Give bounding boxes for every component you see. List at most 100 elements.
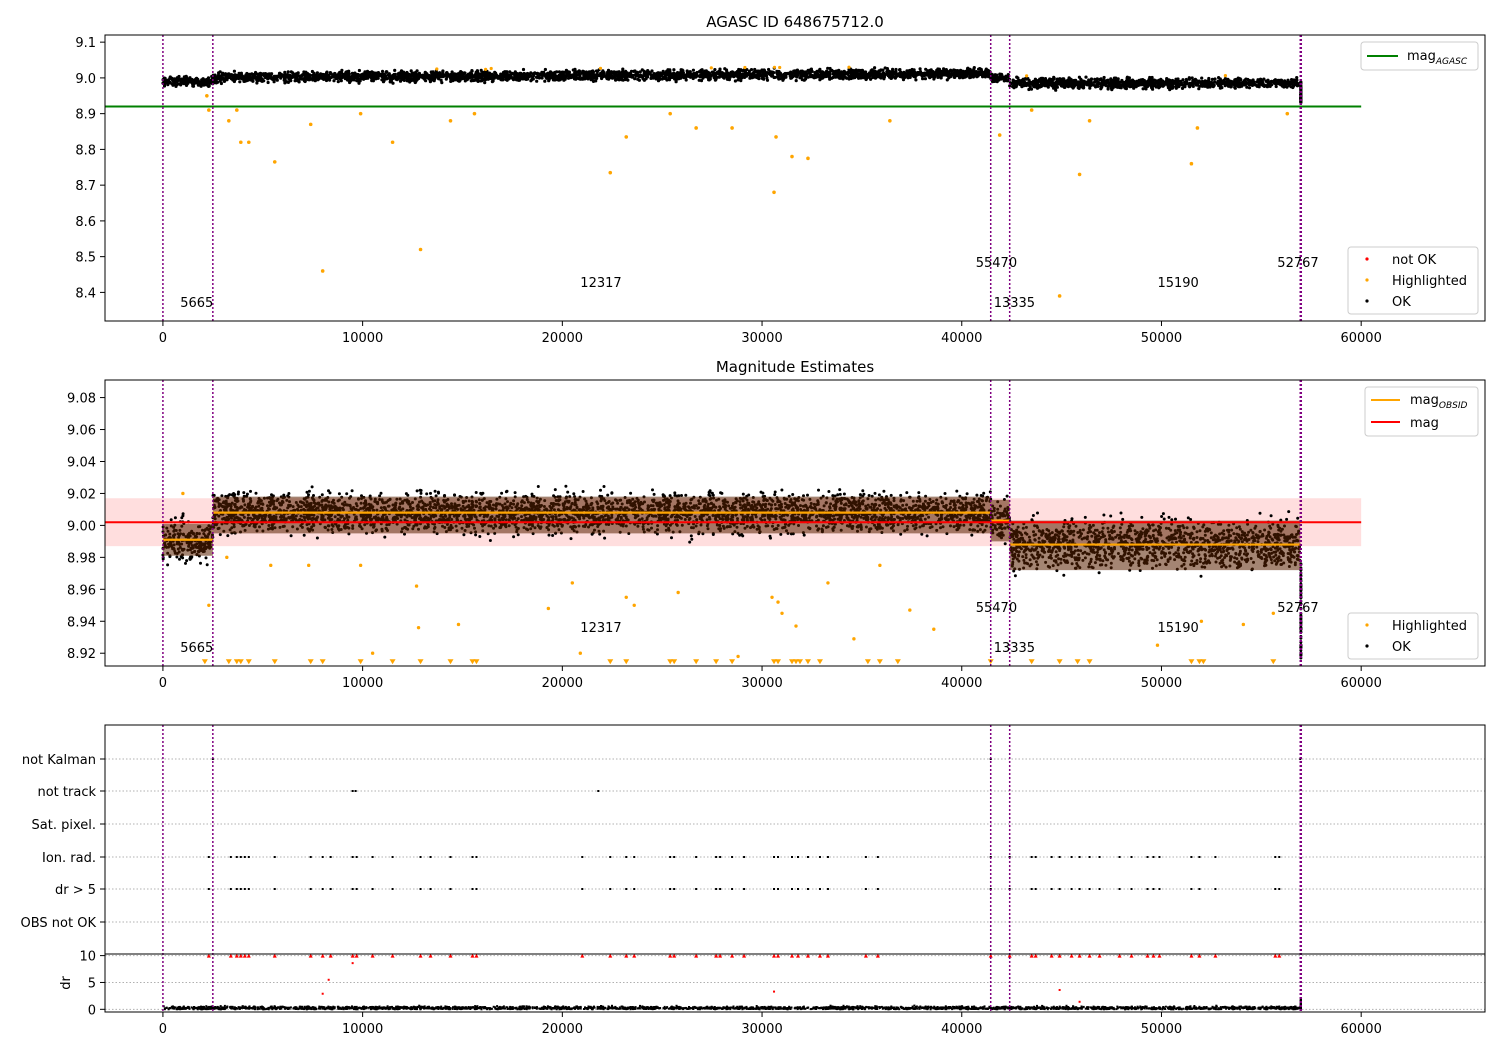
ok-point	[699, 79, 704, 83]
ok-point	[918, 67, 922, 71]
ok-point	[470, 69, 474, 73]
ok-point	[1085, 80, 1089, 84]
ok-point	[722, 76, 726, 80]
ok-point	[1251, 82, 1256, 86]
ok-point	[275, 78, 279, 82]
highlighted-outlier	[472, 111, 477, 116]
ok-point	[507, 77, 511, 81]
ok-point	[232, 69, 236, 73]
ok-point	[853, 76, 857, 80]
ok-point	[1144, 87, 1148, 91]
ok-point	[1238, 83, 1242, 87]
ok-point	[1040, 84, 1044, 88]
ok-point	[1262, 77, 1266, 81]
ok-point	[437, 74, 441, 78]
ok-point	[360, 77, 365, 81]
ok-point	[400, 70, 404, 75]
ok-point	[172, 80, 176, 84]
highlighted-outlier	[772, 190, 776, 195]
ok-point	[315, 76, 319, 80]
ok-point	[1067, 76, 1071, 80]
ok-point	[699, 68, 703, 72]
ok-point	[439, 78, 443, 82]
ok-point	[370, 79, 374, 83]
ok-point	[1187, 77, 1191, 81]
ok-point	[590, 75, 594, 79]
ok-point	[770, 73, 774, 78]
ok-point	[1093, 77, 1097, 81]
ok-point	[191, 84, 196, 88]
ok-point	[220, 73, 224, 77]
highlighted-outlier	[308, 122, 313, 127]
ok-point	[724, 73, 728, 77]
highlighted-outlier	[888, 119, 892, 123]
ok-point	[1020, 80, 1024, 84]
ok-point	[262, 72, 266, 76]
ok-point	[757, 73, 761, 77]
ok-point	[956, 74, 960, 78]
ok-point	[1192, 81, 1196, 85]
ok-point	[1122, 83, 1126, 87]
ok-point	[449, 72, 453, 77]
ok-point	[262, 79, 266, 83]
ok-point	[717, 75, 721, 79]
ok-point	[942, 67, 946, 71]
ok-point	[404, 71, 408, 76]
ok-point	[433, 74, 437, 78]
ok-point	[838, 72, 842, 76]
ok-point	[817, 488, 820, 492]
ok-point	[1213, 77, 1217, 81]
ok-point	[600, 74, 605, 78]
ok-point	[531, 72, 535, 76]
ok-point	[937, 67, 942, 71]
ok-point	[986, 68, 990, 72]
ok-point	[1278, 81, 1282, 85]
ok-point	[280, 74, 284, 78]
ok-point	[190, 77, 194, 82]
ok-point	[553, 74, 557, 79]
p1-obsid-label: 5665	[180, 296, 213, 311]
ok-point	[218, 533, 222, 537]
p1-xtick-label: 30000	[741, 331, 782, 346]
ok-point	[395, 78, 399, 82]
ok-point	[894, 67, 898, 72]
highlighted-outlier	[1285, 111, 1290, 116]
ok-point	[329, 75, 333, 80]
p1-obsid-label: 12317	[580, 276, 621, 291]
ok-point	[821, 73, 825, 77]
p1-ytick-label: 8.6	[75, 215, 96, 230]
ok-point	[1291, 83, 1296, 87]
p1-xtick-label: 20000	[542, 331, 583, 346]
ok-point	[873, 66, 877, 70]
ok-point	[514, 78, 519, 82]
ok-point	[535, 71, 540, 75]
ok-point	[1233, 85, 1237, 89]
ok-point	[956, 71, 960, 75]
ok-point	[1283, 79, 1287, 83]
highlighted-outlier	[235, 108, 239, 112]
ok-point	[840, 75, 845, 80]
ok-point	[458, 71, 462, 75]
ok-point	[707, 71, 712, 75]
ok-point	[479, 75, 483, 79]
ok-point	[490, 80, 494, 84]
ok-point	[915, 71, 919, 75]
highlighted-outlier	[1087, 119, 1092, 123]
ok-point	[939, 72, 943, 76]
ok-point	[536, 75, 540, 79]
panel-agasc-title: AGASC ID 648675712.0	[706, 13, 884, 31]
ok-point	[380, 72, 385, 76]
ok-point	[166, 563, 170, 567]
ok-point	[666, 68, 670, 72]
ok-point	[877, 69, 881, 73]
ok-point	[461, 74, 465, 78]
ok-point	[226, 76, 230, 80]
ok-point	[230, 73, 234, 77]
ok-point	[352, 78, 356, 82]
panel-agasc: AGASC ID 648675712.0 0 10000 20000 30000 400…	[75, 13, 1486, 346]
ok-point	[220, 76, 224, 80]
ok-point	[240, 77, 245, 81]
ok-point	[1059, 77, 1063, 81]
ok-point	[1141, 87, 1145, 91]
